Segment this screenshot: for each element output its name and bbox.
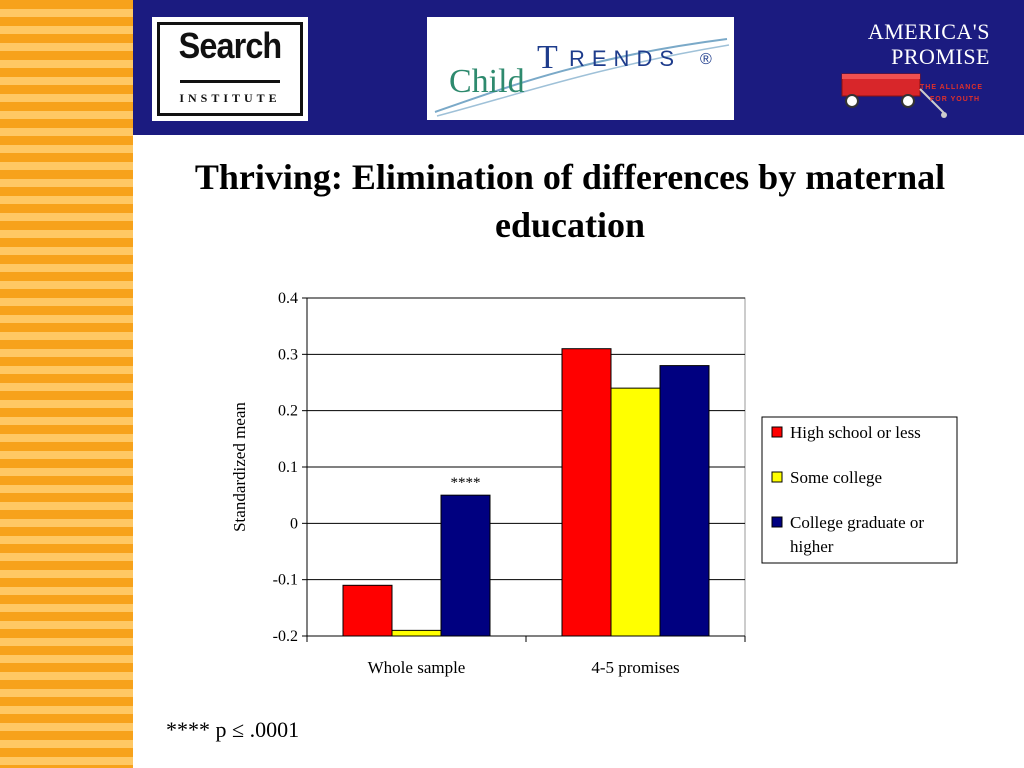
swoosh-icon (434, 38, 730, 117)
significance-footnote: **** p ≤ .0001 (166, 717, 300, 742)
legend-swatch (771, 471, 783, 483)
legend-label: Some college (790, 468, 882, 487)
search-institute-logo: Search INSTITUTE (152, 17, 308, 121)
legend-swatch (771, 516, 783, 528)
x-tick-label: 4-5 promises (591, 658, 679, 677)
y-tick-label: 0.3 (278, 346, 298, 363)
legend-box (761, 416, 958, 564)
bar (391, 629, 442, 637)
child-trends-logo: Child T RENDS ® (427, 17, 734, 120)
logo-tagline-2: FOR YOUTH (930, 96, 981, 103)
left-stripe-decoration (0, 0, 133, 768)
x-tick-label: Whole sample (368, 658, 466, 677)
bar (561, 348, 612, 637)
legend-label: College graduate or higher (790, 513, 924, 556)
logo-child-text: Child (449, 63, 525, 100)
y-tick-label: -0.2 (273, 628, 298, 645)
slide-title: Thriving: Elimination of differences by … (194, 157, 946, 245)
registered-mark: ® (700, 51, 712, 68)
logo-word: Search (178, 25, 283, 66)
legend-label: High school or less (790, 423, 921, 442)
logo-tagline-1: THE ALLIANCE (920, 84, 984, 91)
bar (440, 494, 491, 637)
bar (610, 387, 661, 637)
y-tick-label: 0.2 (278, 403, 298, 420)
logo-subtitle: INSTITUTE (179, 91, 281, 105)
y-tick-label: -0.1 (273, 572, 298, 589)
y-tick-label: 0 (290, 515, 298, 532)
legend-swatch (771, 426, 783, 438)
bar (342, 584, 393, 637)
y-tick-label: 0.1 (278, 459, 298, 476)
logo-line1: AMERICA'S (867, 19, 990, 44)
y-axis-label: Standardized mean (230, 402, 249, 532)
red-wagon-icon (841, 73, 947, 118)
logo-rule (180, 80, 280, 83)
significance-annotation: **** (451, 475, 481, 491)
logo-line2: PROMISE (891, 44, 990, 69)
logo-t-text: T (537, 39, 558, 76)
y-tick-label: 0.4 (278, 290, 298, 307)
bar (659, 365, 710, 637)
americas-promise-logo: AMERICA'S PROMISE THE ALLIANCE FOR YOUTH (830, 17, 1000, 127)
logo-rends-text: RENDS (569, 46, 682, 71)
logo-frame (157, 22, 303, 116)
